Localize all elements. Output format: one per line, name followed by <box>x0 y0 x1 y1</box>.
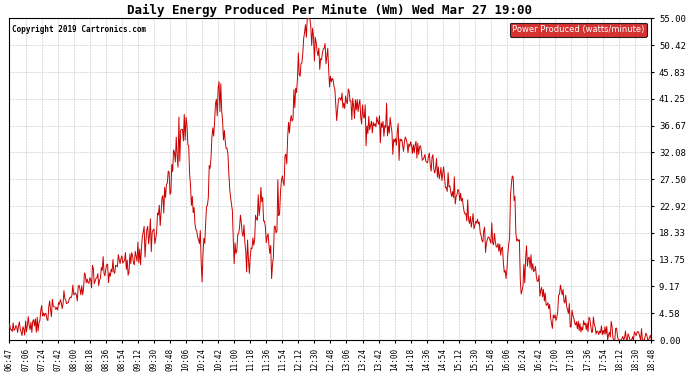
Text: Copyright 2019 Cartronics.com: Copyright 2019 Cartronics.com <box>12 25 146 34</box>
Legend: Power Produced (watts/minute): Power Produced (watts/minute) <box>510 22 647 37</box>
Title: Daily Energy Produced Per Minute (Wm) Wed Mar 27 19:00: Daily Energy Produced Per Minute (Wm) We… <box>128 4 533 17</box>
